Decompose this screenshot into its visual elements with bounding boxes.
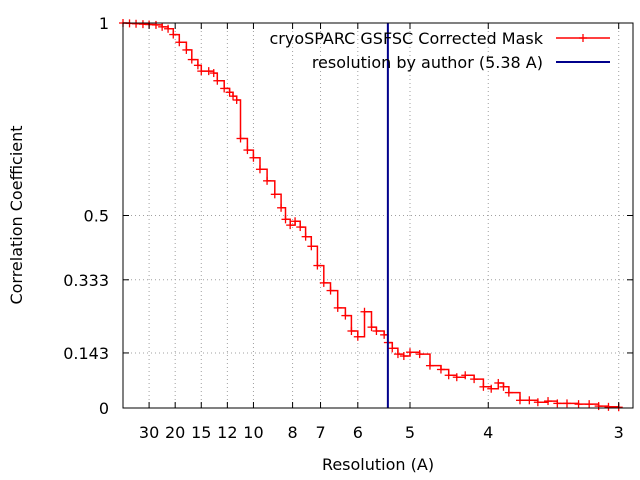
fsc-data-point (499, 382, 508, 391)
legend-entry-author-label: resolution by author (5.38 A) (312, 53, 543, 72)
fsc-data-point (494, 378, 503, 387)
fsc-data-point (277, 203, 286, 212)
x-tick-label: 20 (165, 423, 185, 442)
fsc-data-point (243, 146, 252, 155)
fsc-data-point (347, 327, 356, 335)
y-axis-label: Correlation Coefficient (7, 125, 26, 304)
fsc-data-point (367, 323, 376, 332)
fsc-data-point (388, 344, 397, 353)
fsc-data-point (281, 215, 290, 224)
fsc-data-point (562, 399, 571, 408)
fsc-data-point (301, 232, 310, 241)
fsc-data-point (353, 332, 362, 341)
fsc-data-point (425, 361, 434, 370)
fsc-data-point (452, 373, 461, 382)
x-tick-label: 10 (243, 423, 263, 442)
fsc-data-point (182, 45, 191, 54)
fsc-data-point (372, 327, 381, 335)
fsc-data-point (236, 134, 245, 143)
series-layer (119, 19, 623, 412)
fsc-data-point (232, 96, 241, 104)
fsc-data-point (544, 397, 553, 406)
fsc-data-point (132, 19, 141, 28)
fsc-data-point (436, 365, 445, 374)
fsc-data-point (341, 311, 350, 320)
fsc-data-point (515, 396, 524, 405)
fsc-data-point (209, 69, 218, 78)
fsc-curve (123, 22, 620, 408)
fsc-data-point (193, 61, 202, 70)
fsc-data-point (263, 176, 272, 185)
x-tick-label: 5 (405, 423, 415, 442)
x-tick-label: 7 (315, 423, 325, 442)
fsc-data-point (220, 84, 229, 93)
x-tick-label: 15 (191, 423, 211, 442)
fsc-data-point (470, 375, 479, 384)
y-tick-label: 0.333 (63, 271, 109, 290)
fsc-data-point (151, 20, 160, 29)
fsc-data-point (158, 22, 167, 31)
fsc-data-point (444, 371, 453, 380)
fsc-data-point (169, 30, 178, 39)
fsc-data-point (380, 330, 389, 339)
fsc-data-point (574, 400, 583, 409)
fsc-data-point (399, 352, 408, 361)
fsc-data-point (197, 67, 206, 76)
y-tick-label: 0 (99, 399, 109, 418)
fsc-data-point (553, 399, 562, 408)
fsc-data-point (594, 402, 603, 411)
fsc-data-point (461, 371, 470, 380)
fsc-data-point (585, 400, 594, 409)
legend-swatch-marker (579, 34, 587, 42)
fsc-data-point (255, 165, 264, 174)
fsc-data-point (225, 88, 234, 97)
y-tick-label: 1 (99, 14, 109, 33)
y-tick-label: 0.5 (84, 207, 109, 226)
x-tick-label: 12 (217, 423, 237, 442)
fsc-data-point (249, 153, 258, 162)
fsc-data-point (175, 38, 184, 47)
x-axis-label: Resolution (A) (322, 455, 434, 474)
fsc-data-point (270, 190, 279, 199)
fsc-data-point (307, 242, 316, 251)
fsc-data-point (229, 92, 238, 101)
fsc-data-point (487, 384, 496, 393)
x-tick-label: 6 (353, 423, 363, 442)
fsc-data-point (533, 398, 542, 407)
x-tick-label: 4 (483, 423, 493, 442)
fsc-data-point (286, 221, 295, 230)
fsc-data-point (360, 307, 369, 316)
fsc-data-point (326, 286, 335, 295)
fsc-data-point (525, 396, 534, 405)
x-tick-label: 30 (139, 423, 159, 442)
grid-layer (123, 22, 633, 409)
fsc-data-point (187, 55, 196, 64)
fsc-data-point (164, 24, 173, 33)
fsc-data-point (296, 223, 305, 232)
y-tick-label: 0.143 (63, 344, 109, 363)
x-tick-label: 3 (614, 423, 624, 442)
fsc-data-point (479, 382, 488, 391)
legend-entry-fsc-label: cryoSPARC GSFSC Corrected Mask (269, 29, 543, 48)
fsc-data-point (333, 303, 342, 312)
fsc-data-point (604, 402, 613, 411)
fsc-data-point (415, 350, 424, 359)
fsc-data-point (204, 67, 213, 76)
fsc-data-point (291, 217, 300, 226)
fsc-data-point (313, 261, 322, 270)
fsc-data-point (504, 388, 513, 397)
legend: cryoSPARC GSFSC Corrected Mask resolutio… (269, 29, 610, 72)
fsc-data-point (213, 76, 222, 85)
x-tick-label: 8 (287, 423, 297, 442)
fsc-data-point (319, 278, 328, 287)
fsc-data-point (405, 348, 414, 357)
fsc-data-point (393, 350, 402, 359)
